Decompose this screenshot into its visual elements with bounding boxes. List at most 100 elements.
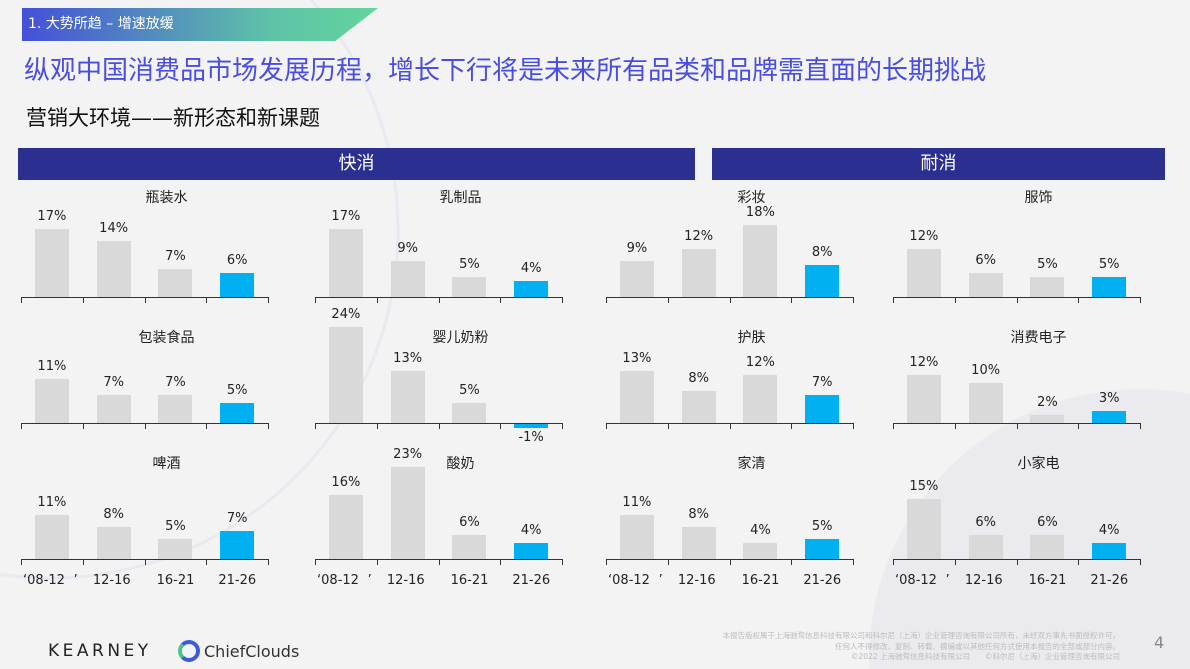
axis-tick <box>206 297 208 303</box>
bar <box>968 383 1003 423</box>
chart-title: 小家电 <box>1017 456 1060 472</box>
x-tick-label: ‘08-12 <box>317 573 359 588</box>
bar <box>743 225 778 297</box>
x-tick-label: 16-21 <box>450 573 489 588</box>
x-tick-label: 21-26 <box>1090 573 1129 588</box>
bar <box>906 249 941 297</box>
chiefclouds-logo: ChiefClouds <box>178 640 299 662</box>
chart-title: 啤酒 <box>152 456 181 472</box>
data-label: 5% <box>459 383 480 398</box>
copyright-line: 本报告版权属于上海驰骛信息科技有限公司和科尔尼（上海）企业管理咨询有限公司所有，… <box>722 631 1121 640</box>
axis-tick <box>82 559 84 565</box>
axis-tick <box>144 559 146 565</box>
data-label: 4% <box>520 523 542 538</box>
bar <box>743 543 778 559</box>
chart-title: 瓶装水 <box>145 190 188 206</box>
axis-tick <box>268 297 269 303</box>
data-label: 6% <box>1037 515 1058 530</box>
axis-tick <box>562 559 563 565</box>
axis-tick <box>791 559 793 565</box>
x-tick-label: ‘08-12 <box>23 573 65 588</box>
axis-tick <box>1078 423 1080 429</box>
bar <box>1030 535 1065 559</box>
bar <box>514 543 549 559</box>
axis-tick <box>376 559 378 565</box>
bar <box>158 395 193 423</box>
bar <box>514 281 549 297</box>
axis-tick <box>791 297 793 303</box>
bar <box>390 371 425 423</box>
axis-tick <box>1016 559 1018 565</box>
axis-tick <box>206 423 208 429</box>
bar <box>1092 543 1127 559</box>
axis-tick <box>606 423 607 429</box>
data-label: 7% <box>103 375 124 390</box>
bar <box>328 327 363 423</box>
chart-title: 彩妆 <box>737 190 766 206</box>
copyright-line: ©2022 上海驰骛信息科技有限公司 ©科尔尼（上海）企业管理咨询有限公司 <box>851 652 1120 661</box>
chiefclouds-name: ChiefClouds <box>204 641 300 661</box>
section-label: 1. 大势所趋 – 增速放缓 <box>22 8 378 41</box>
data-label: 15% <box>909 479 939 494</box>
axis-tick <box>606 297 607 303</box>
bar <box>743 375 778 423</box>
data-label: 11% <box>37 495 67 510</box>
x-tick-label: 16-21 <box>1028 573 1067 588</box>
data-label: 10% <box>971 363 1001 378</box>
bar <box>452 535 487 559</box>
chart-title: 酸奶 <box>446 456 475 472</box>
chart-title: 乳制品 <box>439 190 482 206</box>
axis-tick <box>667 297 669 303</box>
x-tick-label: 21-26 <box>803 573 842 588</box>
chart-title: 家清 <box>737 456 766 472</box>
data-label: 13% <box>622 351 652 366</box>
axis-tick <box>21 559 22 565</box>
data-label: 8% <box>811 245 833 260</box>
data-label: 17% <box>331 209 361 224</box>
data-label: 11% <box>622 495 652 510</box>
data-label: 23% <box>393 447 423 462</box>
bar <box>968 273 1003 297</box>
axis-tick <box>853 423 854 429</box>
data-label: 4% <box>1098 523 1120 538</box>
x-tick-label: 21-26 <box>512 573 551 588</box>
data-label: 4% <box>750 523 771 538</box>
axis-tick <box>954 297 956 303</box>
bar <box>514 424 549 428</box>
axis-tick <box>893 423 894 429</box>
chart-title: 包装食品 <box>138 330 195 346</box>
bar <box>452 277 487 297</box>
axis-tick <box>438 559 440 565</box>
x-tick-label: ’ <box>945 573 950 588</box>
bar <box>906 499 941 559</box>
data-label: 8% <box>103 507 124 522</box>
axis-tick <box>500 559 502 565</box>
bar <box>220 273 255 297</box>
axis-tick <box>667 423 669 429</box>
bar <box>1092 277 1127 297</box>
axis-tick <box>853 559 854 565</box>
axis-tick <box>268 423 269 429</box>
data-label: 7% <box>165 375 186 390</box>
axis-tick <box>82 297 84 303</box>
data-label: 8% <box>688 507 709 522</box>
axis-tick <box>667 559 669 565</box>
axis-tick <box>606 559 607 565</box>
chart-title: 服饰 <box>1024 190 1053 206</box>
data-label: 5% <box>165 519 186 534</box>
bar <box>96 241 131 297</box>
data-label: 6% <box>975 253 996 268</box>
x-tick-label: 12-16 <box>964 573 1003 588</box>
data-label: 16% <box>331 475 361 490</box>
data-label: 5% <box>1098 257 1120 272</box>
kearney-logo: KEARNEY <box>48 641 152 661</box>
axis-tick <box>1016 297 1018 303</box>
x-tick-label: ‘08-12 <box>608 573 650 588</box>
x-tick-label: ’ <box>658 573 663 588</box>
data-label: 6% <box>975 515 996 530</box>
data-label: 7% <box>811 375 833 390</box>
data-label: 9% <box>397 241 418 256</box>
x-tick-label: 16-21 <box>741 573 780 588</box>
bar <box>220 403 255 423</box>
